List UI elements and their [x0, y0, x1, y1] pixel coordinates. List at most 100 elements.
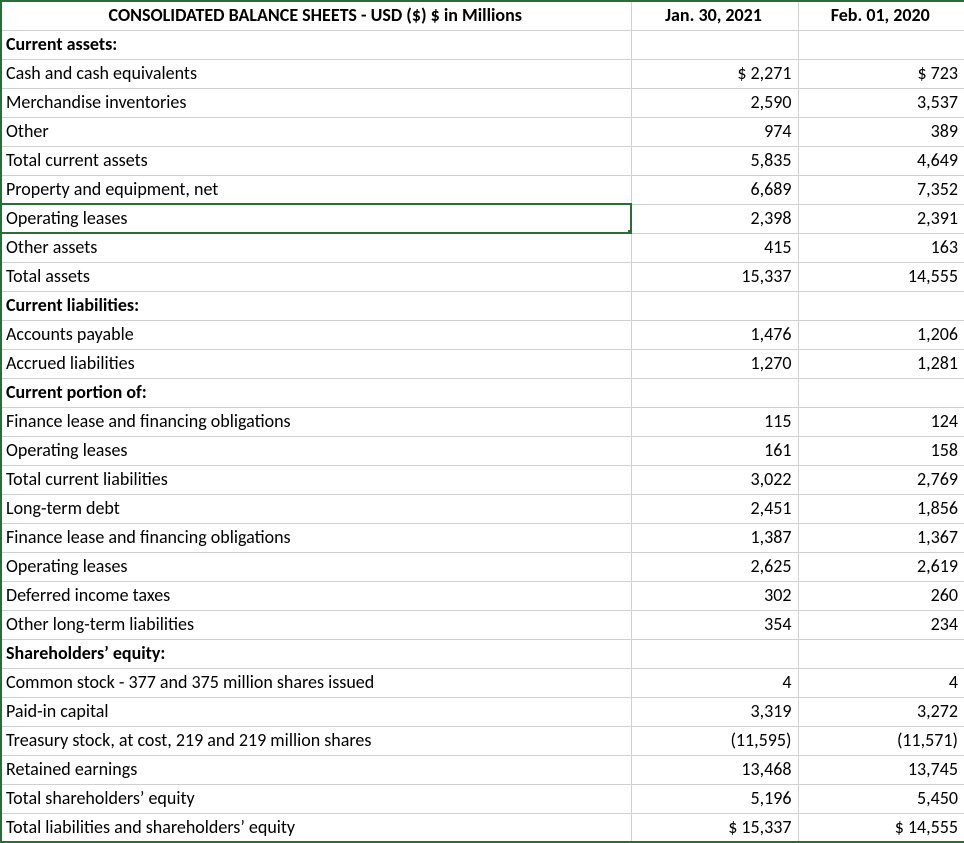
table-row: Total current assets5,8354,649: [1, 146, 964, 175]
header-title: CONSOLIDATED BALANCE SHEETS - USD ($) $ …: [1, 1, 631, 30]
row-value-2: 4: [798, 668, 964, 697]
table-row: Treasury stock, at cost, 219 and 219 mil…: [1, 726, 964, 755]
row-value-2: 158: [798, 436, 964, 465]
row-value-1: 2,590: [631, 88, 798, 117]
row-value-2: 260: [798, 581, 964, 610]
table-row: Current assets:: [1, 30, 964, 59]
table-row: Total liabilities and shareholders’ equi…: [1, 813, 964, 842]
balance-sheet-table: CONSOLIDATED BALANCE SHEETS - USD ($) $ …: [0, 0, 964, 843]
row-value-1: 5,196: [631, 784, 798, 813]
row-label: Property and equipment, net: [1, 175, 631, 204]
table-row: Cash and cash equivalents$ 2,271$ 723: [1, 59, 964, 88]
row-value-1: 2,398: [631, 204, 798, 233]
table-row: Total assets15,33714,555: [1, 262, 964, 291]
row-value-1: [631, 30, 798, 59]
section-heading: Current liabilities:: [1, 291, 631, 320]
row-value-2: [798, 30, 964, 59]
row-label: Other long-term liabilities: [1, 610, 631, 639]
row-value-1: 2,625: [631, 552, 798, 581]
table-row: Long-term debt2,4511,856: [1, 494, 964, 523]
row-value-1: 354: [631, 610, 798, 639]
row-value-2: 1,206: [798, 320, 964, 349]
row-value-1: [631, 291, 798, 320]
table-row: Finance lease and financing obligations1…: [1, 523, 964, 552]
row-label: Operating leases: [1, 204, 631, 233]
row-value-2: (11,571): [798, 726, 964, 755]
table-row: Common stock - 377 and 375 million share…: [1, 668, 964, 697]
table-row: Other974389: [1, 117, 964, 146]
row-label: Deferred income taxes: [1, 581, 631, 610]
row-label: Merchandise inventories: [1, 88, 631, 117]
row-value-2: 1,281: [798, 349, 964, 378]
row-value-2: 5,450: [798, 784, 964, 813]
table-row: Total shareholders’ equity5,1965,450: [1, 784, 964, 813]
row-value-2: 2,391: [798, 204, 964, 233]
row-label: Operating leases: [1, 436, 631, 465]
table-row: Current liabilities:: [1, 291, 964, 320]
table-row: Merchandise inventories2,5903,537: [1, 88, 964, 117]
row-value-2: [798, 291, 964, 320]
row-value-2: [798, 378, 964, 407]
row-value-1: 3,022: [631, 465, 798, 494]
row-value-1: $ 2,271: [631, 59, 798, 88]
row-label: Treasury stock, at cost, 219 and 219 mil…: [1, 726, 631, 755]
row-label: Cash and cash equivalents: [1, 59, 631, 88]
row-label: Other assets: [1, 233, 631, 262]
row-value-2: 234: [798, 610, 964, 639]
row-label: Total shareholders’ equity: [1, 784, 631, 813]
table-row: Operating leases161158: [1, 436, 964, 465]
section-heading: Current portion of:: [1, 378, 631, 407]
row-value-2: 163: [798, 233, 964, 262]
row-label: Operating leases: [1, 552, 631, 581]
table-row: Retained earnings13,46813,745: [1, 755, 964, 784]
row-value-2: 7,352: [798, 175, 964, 204]
table-row: Property and equipment, net6,6897,352: [1, 175, 964, 204]
row-value-2: 2,619: [798, 552, 964, 581]
row-value-1: 974: [631, 117, 798, 146]
table-row: Finance lease and financing obligations1…: [1, 407, 964, 436]
row-value-1: 1,387: [631, 523, 798, 552]
row-value-1: 13,468: [631, 755, 798, 784]
row-value-1: 302: [631, 581, 798, 610]
row-value-1: 2,451: [631, 494, 798, 523]
row-value-1: [631, 639, 798, 668]
table-row: Total current liabilities3,0222,769: [1, 465, 964, 494]
row-label: Long-term debt: [1, 494, 631, 523]
row-label: Paid-in capital: [1, 697, 631, 726]
table-header-row: CONSOLIDATED BALANCE SHEETS - USD ($) $ …: [1, 1, 964, 30]
row-value-2: 1,367: [798, 523, 964, 552]
header-col2: Feb. 01, 2020: [798, 1, 964, 30]
row-label: Finance lease and financing obligations: [1, 523, 631, 552]
table-row: Deferred income taxes302260: [1, 581, 964, 610]
section-heading: Current assets:: [1, 30, 631, 59]
table-row: Current portion of:: [1, 378, 964, 407]
table-row: Operating leases2,6252,619: [1, 552, 964, 581]
row-label: Finance lease and financing obligations: [1, 407, 631, 436]
table-row: Accounts payable1,4761,206: [1, 320, 964, 349]
row-value-1: (11,595): [631, 726, 798, 755]
row-value-1: 5,835: [631, 146, 798, 175]
row-value-2: [798, 639, 964, 668]
row-value-2: 2,769: [798, 465, 964, 494]
row-value-1: 1,476: [631, 320, 798, 349]
row-value-2: 4,649: [798, 146, 964, 175]
row-value-2: 13,745: [798, 755, 964, 784]
row-label: Total assets: [1, 262, 631, 291]
row-value-1: 1,270: [631, 349, 798, 378]
row-value-2: 1,856: [798, 494, 964, 523]
row-value-1: 161: [631, 436, 798, 465]
row-label: Retained earnings: [1, 755, 631, 784]
table-row: Shareholders’ equity:: [1, 639, 964, 668]
row-value-1: $ 15,337: [631, 813, 798, 842]
row-value-1: 15,337: [631, 262, 798, 291]
section-heading: Shareholders’ equity:: [1, 639, 631, 668]
row-label: Other: [1, 117, 631, 146]
table-row: Accrued liabilities1,2701,281: [1, 349, 964, 378]
row-label: Total current liabilities: [1, 465, 631, 494]
row-label: Total liabilities and shareholders’ equi…: [1, 813, 631, 842]
row-value-2: 3,272: [798, 697, 964, 726]
row-value-2: $ 723: [798, 59, 964, 88]
row-value-1: [631, 378, 798, 407]
header-col1: Jan. 30, 2021: [631, 1, 798, 30]
row-value-1: 415: [631, 233, 798, 262]
